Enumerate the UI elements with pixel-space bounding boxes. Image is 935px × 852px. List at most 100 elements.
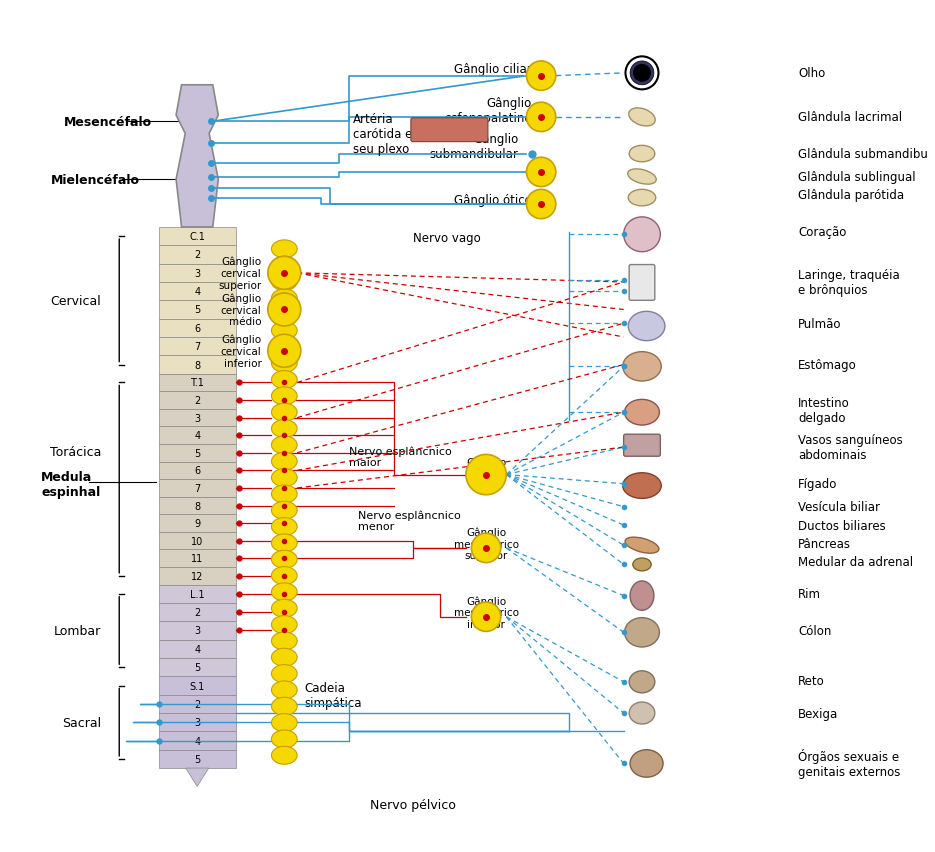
FancyBboxPatch shape	[159, 356, 236, 374]
Ellipse shape	[271, 240, 297, 258]
Text: 12: 12	[191, 571, 204, 581]
FancyBboxPatch shape	[159, 427, 236, 445]
Ellipse shape	[271, 338, 297, 356]
Ellipse shape	[271, 714, 297, 732]
FancyBboxPatch shape	[159, 603, 236, 622]
Ellipse shape	[271, 534, 297, 552]
Ellipse shape	[271, 632, 297, 650]
Ellipse shape	[271, 616, 297, 634]
Text: 5: 5	[194, 448, 200, 458]
Text: Nervo pélvico: Nervo pélvico	[369, 798, 455, 811]
Ellipse shape	[271, 550, 297, 568]
Ellipse shape	[271, 322, 297, 340]
Text: 3: 3	[194, 625, 200, 636]
FancyBboxPatch shape	[159, 515, 236, 532]
Text: Pâncreas: Pâncreas	[798, 538, 851, 550]
Circle shape	[466, 455, 506, 495]
Text: Glândula sublingual: Glândula sublingual	[798, 170, 915, 184]
Text: Glândula parótida: Glândula parótida	[798, 189, 904, 202]
Ellipse shape	[271, 420, 297, 438]
Ellipse shape	[271, 257, 297, 275]
Text: Laringe, traquéia
e brônquios: Laringe, traquéia e brônquios	[798, 268, 899, 296]
Text: 5: 5	[194, 305, 200, 315]
Text: 8: 8	[194, 501, 200, 511]
Ellipse shape	[271, 567, 297, 584]
Text: Cervical: Cervical	[50, 295, 101, 308]
FancyBboxPatch shape	[159, 246, 236, 264]
Text: Estômago: Estômago	[798, 359, 856, 371]
Ellipse shape	[271, 273, 297, 291]
Ellipse shape	[628, 312, 665, 342]
Text: Rim: Rim	[798, 588, 821, 601]
Text: Gânglio
cervical
superior: Gânglio cervical superior	[218, 256, 262, 291]
FancyBboxPatch shape	[159, 337, 236, 356]
Ellipse shape	[630, 581, 654, 611]
Ellipse shape	[627, 170, 656, 185]
Text: Gânglio ótico: Gânglio ótico	[454, 193, 532, 207]
Ellipse shape	[271, 648, 297, 666]
Circle shape	[267, 294, 301, 326]
Polygon shape	[186, 769, 209, 786]
Text: 2: 2	[194, 607, 200, 618]
Ellipse shape	[271, 746, 297, 764]
Text: Cadeia
simpática: Cadeia simpática	[305, 681, 362, 709]
Text: 7: 7	[194, 342, 200, 352]
FancyBboxPatch shape	[159, 567, 236, 585]
FancyBboxPatch shape	[410, 118, 488, 142]
Ellipse shape	[271, 452, 297, 470]
Ellipse shape	[628, 190, 655, 206]
Text: 2: 2	[194, 250, 200, 260]
Text: Fígado: Fígado	[798, 478, 837, 491]
FancyBboxPatch shape	[159, 462, 236, 480]
FancyBboxPatch shape	[159, 227, 236, 246]
FancyBboxPatch shape	[159, 622, 236, 640]
Text: 7: 7	[194, 483, 200, 493]
Text: Pulmão: Pulmão	[798, 317, 842, 331]
Circle shape	[526, 103, 555, 132]
Circle shape	[471, 602, 501, 631]
FancyBboxPatch shape	[159, 409, 236, 427]
Ellipse shape	[271, 486, 297, 504]
Text: Olho: Olho	[798, 67, 826, 80]
Ellipse shape	[625, 618, 659, 648]
Text: 6: 6	[194, 466, 200, 475]
Ellipse shape	[271, 502, 297, 520]
FancyBboxPatch shape	[159, 676, 236, 695]
Text: 11: 11	[191, 554, 203, 563]
Text: S.1: S.1	[190, 681, 205, 691]
Text: Gânglio
cervical
inferior: Gânglio cervical inferior	[221, 335, 262, 368]
Text: Bexiga: Bexiga	[798, 706, 838, 720]
Text: 4: 4	[194, 431, 200, 440]
Text: L.1: L.1	[190, 589, 205, 599]
FancyBboxPatch shape	[159, 320, 236, 337]
FancyBboxPatch shape	[159, 480, 236, 498]
Ellipse shape	[271, 306, 297, 324]
FancyBboxPatch shape	[159, 532, 236, 550]
Text: 3: 3	[194, 413, 200, 423]
FancyBboxPatch shape	[159, 374, 236, 392]
FancyBboxPatch shape	[629, 265, 654, 301]
Text: 4: 4	[194, 644, 200, 654]
Text: Glândula submandibu: Glândula submandibu	[798, 148, 928, 161]
Ellipse shape	[271, 584, 297, 602]
Ellipse shape	[271, 665, 297, 682]
Text: Intestino
delgado: Intestino delgado	[798, 397, 850, 425]
Text: Medular da adrenal: Medular da adrenal	[798, 556, 913, 568]
Text: Nervo esplâncnico
maior: Nervo esplâncnico maior	[349, 446, 452, 468]
Circle shape	[526, 158, 555, 187]
Circle shape	[634, 66, 650, 82]
Text: Gânglio ciliar: Gânglio ciliar	[454, 63, 532, 76]
FancyBboxPatch shape	[159, 445, 236, 462]
Text: Mesencéfalo: Mesencéfalo	[65, 116, 152, 129]
Circle shape	[630, 62, 654, 86]
Text: Nervo vago: Nervo vago	[412, 233, 481, 245]
FancyBboxPatch shape	[159, 659, 236, 676]
Text: Mielencéfalo: Mielencéfalo	[50, 174, 139, 187]
Text: C.1: C.1	[189, 232, 205, 242]
Ellipse shape	[271, 354, 297, 373]
FancyBboxPatch shape	[159, 713, 236, 732]
Ellipse shape	[271, 436, 297, 454]
Text: Gânglio
mesentérico
superior: Gânglio mesentérico superior	[453, 527, 519, 561]
FancyBboxPatch shape	[159, 301, 236, 320]
Ellipse shape	[629, 671, 654, 693]
